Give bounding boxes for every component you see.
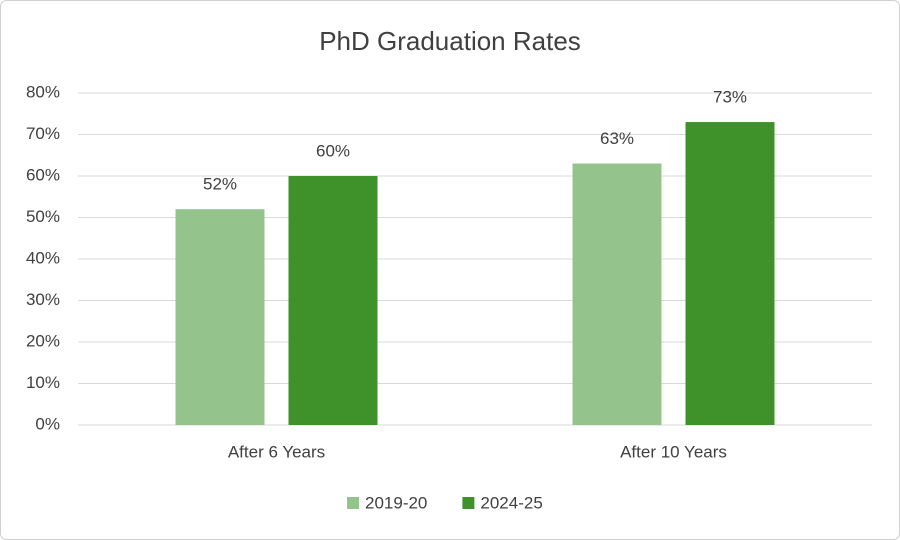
- y-tick-label: 80%: [26, 82, 60, 101]
- legend-swatch: [462, 497, 475, 509]
- legend-label: 2024-25: [480, 493, 542, 512]
- y-tick-label: 40%: [26, 248, 60, 267]
- bar: [572, 163, 662, 426]
- data-label: 52%: [203, 175, 237, 194]
- y-tick-label: 10%: [26, 373, 60, 392]
- x-tick-label: After 10 Years: [620, 442, 727, 461]
- data-label: 73%: [713, 88, 747, 107]
- bar: [175, 209, 265, 425]
- y-tick-label: 50%: [26, 207, 60, 226]
- data-label: 60%: [316, 141, 350, 160]
- legend-label: 2019-20: [365, 493, 427, 512]
- y-tick-label: 60%: [26, 165, 60, 184]
- chart-title: PhD Graduation Rates: [319, 26, 581, 56]
- legend-swatch: [347, 497, 359, 509]
- y-tick-label: 30%: [26, 290, 60, 309]
- data-label: 63%: [600, 129, 634, 148]
- x-tick-label: After 6 Years: [228, 442, 325, 461]
- y-tick-label: 0%: [35, 414, 60, 433]
- bar: [288, 176, 378, 425]
- y-tick-label: 20%: [26, 331, 60, 350]
- bar: [685, 122, 775, 426]
- y-tick-label: 70%: [26, 124, 60, 143]
